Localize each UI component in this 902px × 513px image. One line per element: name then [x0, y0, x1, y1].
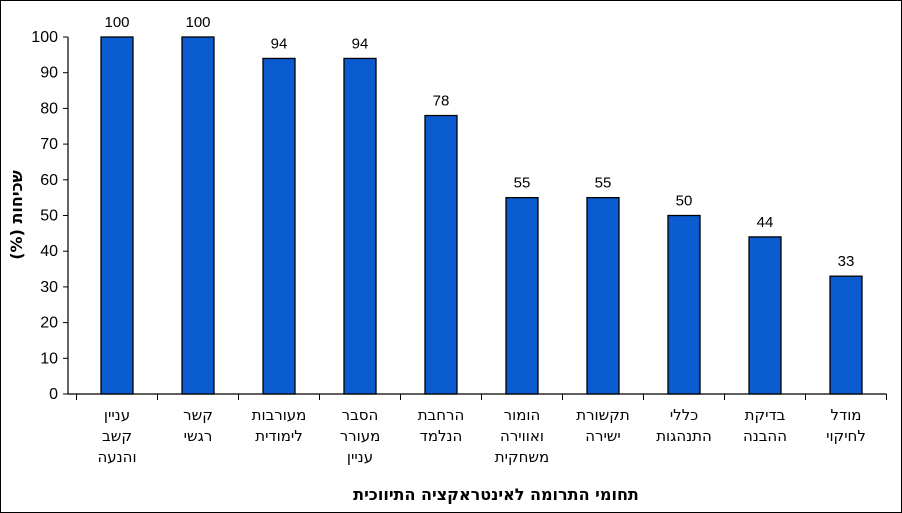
- y-tick-label: 0: [49, 386, 58, 403]
- data-label: 94: [352, 35, 369, 52]
- category-label: ואווירה: [500, 427, 544, 445]
- category-label: הרחבת: [418, 406, 465, 424]
- bar: [343, 57, 377, 395]
- y-tick-label: 80: [40, 100, 58, 117]
- category-label: הנלמד: [420, 427, 463, 445]
- y-tick-label: 70: [40, 136, 58, 153]
- data-label: 78: [433, 93, 450, 110]
- bar: [181, 36, 215, 395]
- labels: 100 עניין קשב והנעה 100 קשר רגשי 94 מעורבות לימוד…: [97, 14, 865, 466]
- bar: [505, 196, 539, 395]
- y-tick-label: 60: [40, 172, 58, 189]
- category-label: בדיקת: [745, 406, 786, 424]
- x-axis-title: תחומי התרומה לאינטראקציה התיווכית: [353, 485, 639, 504]
- y-axis-title: שכיחות (%): [7, 170, 26, 260]
- category-label: עניין: [347, 448, 373, 466]
- y-tick-label: 40: [40, 243, 58, 260]
- category-label: עניין: [104, 406, 130, 424]
- data-label: 55: [514, 175, 531, 192]
- y-tick-label: 50: [40, 208, 58, 225]
- y-tick-label: 10: [40, 350, 58, 367]
- category-label: הומור: [504, 406, 541, 424]
- category-label: מעורר: [340, 427, 381, 445]
- category-label: משחקית: [495, 448, 549, 466]
- y-tick-label: 100: [31, 29, 58, 46]
- category-label: והנעה: [97, 448, 136, 466]
- category-label: קשר: [183, 406, 213, 424]
- category-label: מעורבות: [252, 406, 307, 424]
- y-tick-label: 20: [40, 315, 58, 332]
- category-label: תקשורת: [576, 406, 630, 424]
- bar: [829, 275, 863, 395]
- bar: [748, 236, 782, 395]
- category-label: קשב: [102, 427, 132, 445]
- bar: [586, 196, 620, 395]
- category-label: רגשי: [184, 427, 213, 445]
- category-label: כללי: [670, 406, 698, 424]
- data-label: 50: [676, 193, 693, 210]
- category-label: הסבר: [342, 406, 379, 424]
- data-label: 100: [185, 14, 210, 31]
- bar: [667, 214, 701, 395]
- data-label: 94: [271, 35, 288, 52]
- category-label: התנהגות: [656, 427, 712, 445]
- bar: [262, 57, 296, 395]
- category-label: לחיקוי: [826, 427, 866, 445]
- category-label: ישירה: [585, 427, 621, 445]
- y-tick-label: 30: [40, 279, 58, 296]
- y-tick-label: 90: [40, 65, 58, 82]
- bars: [100, 36, 863, 395]
- bar: [424, 114, 458, 395]
- category-label: ההבנה: [743, 427, 787, 445]
- data-label: 33: [838, 253, 855, 270]
- data-label: 55: [595, 175, 612, 192]
- category-label: מודל: [831, 406, 862, 424]
- data-label: 44: [757, 214, 774, 231]
- data-label: 100: [104, 14, 129, 31]
- category-label: לימודית: [255, 427, 303, 445]
- bar: [100, 36, 134, 395]
